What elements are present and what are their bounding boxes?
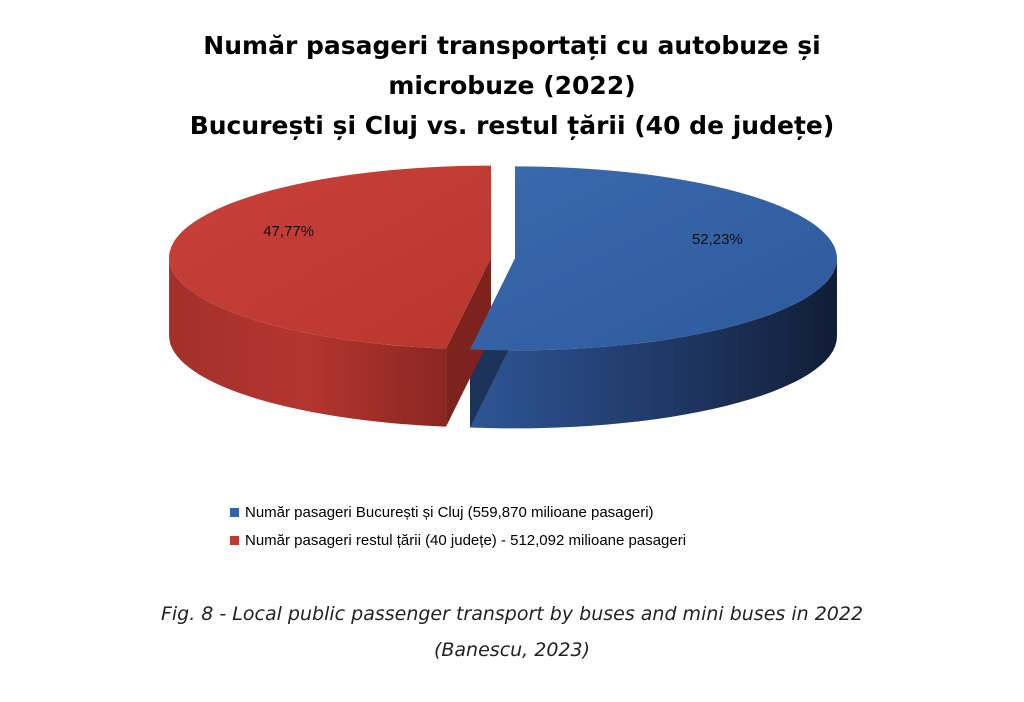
- pie-data-label: 47,77%: [263, 223, 314, 240]
- legend-swatch-blue: [230, 507, 239, 517]
- legend-label: Număr pasageri restul țării (40 județe) …: [245, 531, 687, 549]
- legend-item-bucuresti-cluj: Număr pasageri București și Cluj (559,87…: [230, 498, 686, 526]
- pie-slice-side: [470, 258, 837, 429]
- legend-item-restul-tarii: Număr pasageri restul țării (40 județe) …: [230, 526, 686, 554]
- pie-chart: 52,23% 47,77%: [169, 165, 837, 429]
- chart-title-line-2: microbuze (2022): [388, 71, 636, 100]
- pie-slice-top: [470, 166, 837, 351]
- pie-slice-side: [169, 257, 447, 427]
- caption-line-1: Fig. 8 - Local public passenger transpor…: [160, 603, 864, 625]
- figure-caption: Fig. 8 - Local public passenger transpor…: [0, 596, 1024, 668]
- pie-slice-wall: [446, 257, 492, 427]
- caption-line-2: (Banescu, 2023): [433, 639, 591, 661]
- chart-title-line-1: Număr pasageri transportați cu autobuze …: [203, 31, 821, 60]
- legend: Număr pasageri București și Cluj (559,87…: [230, 498, 686, 554]
- legend-swatch-red: [230, 535, 239, 545]
- chart-title: Număr pasageri transportați cu autobuze …: [0, 26, 1024, 146]
- pie-slice-top: [169, 165, 492, 349]
- pie-data-label: 52,23%: [692, 231, 743, 248]
- legend-label: Număr pasageri București și Cluj (559,87…: [245, 503, 654, 521]
- chart-title-line-3: București și Cluj vs. restul țării (40 d…: [189, 111, 835, 140]
